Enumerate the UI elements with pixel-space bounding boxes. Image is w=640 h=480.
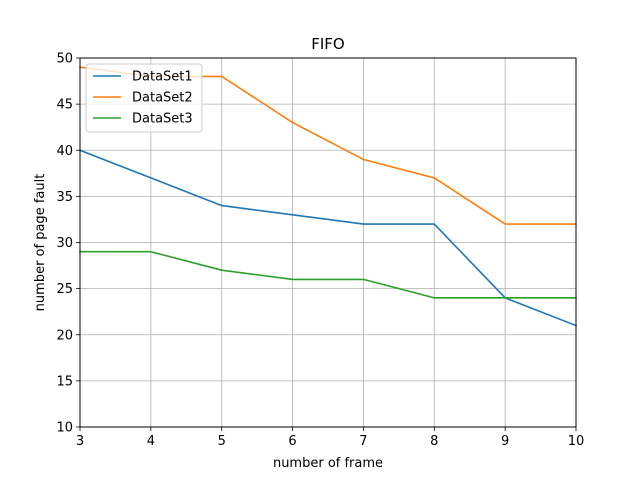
y-tick-label: 35 <box>56 190 73 205</box>
y-tick-label: 40 <box>56 144 73 159</box>
y-tick-label: 50 <box>56 52 73 67</box>
x-axis-title: number of frame <box>273 456 383 471</box>
x-tick-label: 9 <box>501 434 509 449</box>
x-tick-label: 5 <box>218 434 226 449</box>
x-tick-label: 7 <box>359 434 367 449</box>
y-axis-title: number of page fault <box>33 174 48 312</box>
legend: DataSet1 DataSet2 DataSet3 <box>85 63 203 133</box>
x-tick-label: 10 <box>568 434 585 449</box>
y-tick-label: 25 <box>56 282 73 297</box>
y-tick-label: 45 <box>56 98 73 113</box>
y-tick-label: 10 <box>56 421 73 436</box>
x-tick-label: 3 <box>76 434 84 449</box>
legend-label-dataset1: DataSet1 <box>132 70 193 85</box>
chart-title: FIFO <box>311 35 345 53</box>
legend-label-dataset3: DataSet3 <box>132 112 193 127</box>
legend-box <box>85 63 203 133</box>
y-tick-label: 20 <box>56 328 73 343</box>
legend-label-dataset2: DataSet2 <box>132 91 193 106</box>
x-tick-label: 6 <box>288 434 296 449</box>
series-line-dataset3 <box>79 250 577 299</box>
series-line-dataset1 <box>78 149 578 327</box>
x-tick-label: 8 <box>430 434 438 449</box>
x-tick-label: 4 <box>147 434 155 449</box>
y-tick-label: 30 <box>56 236 73 251</box>
y-tick-label: 15 <box>56 374 73 389</box>
